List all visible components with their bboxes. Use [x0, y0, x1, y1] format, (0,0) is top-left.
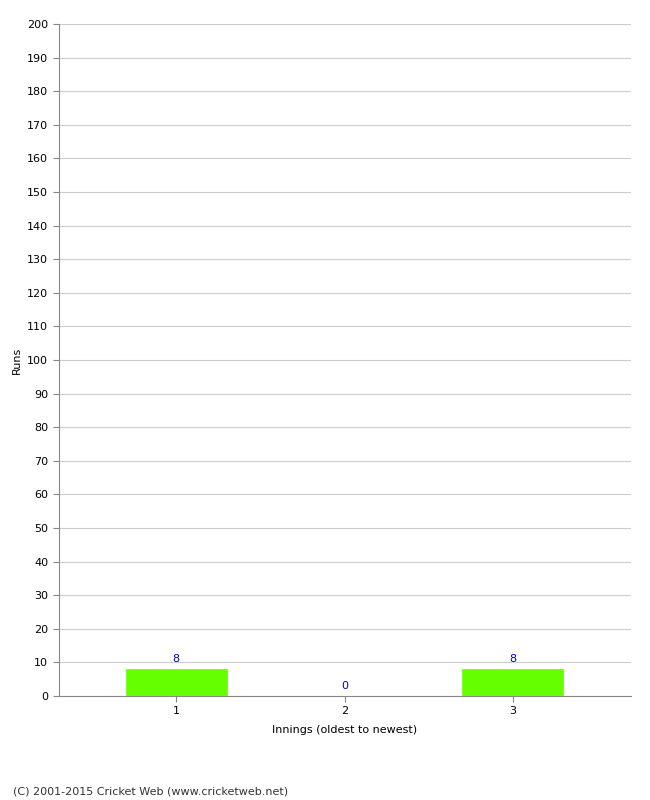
Y-axis label: Runs: Runs: [12, 346, 21, 374]
Text: 0: 0: [341, 681, 348, 691]
Text: 8: 8: [173, 654, 180, 664]
X-axis label: Innings (oldest to newest): Innings (oldest to newest): [272, 725, 417, 734]
Bar: [126, 669, 227, 696]
Bar: [462, 669, 563, 696]
Text: (C) 2001-2015 Cricket Web (www.cricketweb.net): (C) 2001-2015 Cricket Web (www.cricketwe…: [13, 786, 288, 796]
Text: 8: 8: [509, 654, 516, 664]
